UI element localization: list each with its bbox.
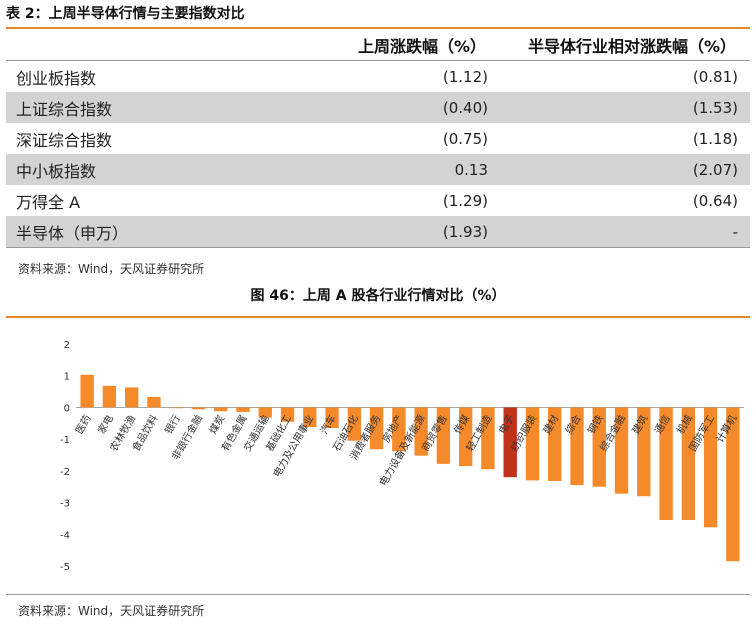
chart-source-note: 资料来源：Wind，天风证券研究所 xyxy=(18,604,205,618)
category-label: 煤炭 xyxy=(206,412,227,436)
bar xyxy=(169,407,183,409)
row-relative: (1.18) xyxy=(692,129,738,148)
bar xyxy=(614,407,629,494)
table-row: 上证综合指数 (0.40) (1.53) xyxy=(6,92,750,123)
row-weekly: (0.40) xyxy=(268,92,500,123)
y-tick-label: 1 xyxy=(64,372,70,383)
bar xyxy=(325,407,339,429)
bar xyxy=(525,407,540,481)
row-name: 半导体（申万） xyxy=(6,216,268,248)
chart-title: 图 46：上周 A 股各行业行情对比（%） xyxy=(250,288,506,304)
category-label: 银行 xyxy=(162,412,183,436)
row-name: 创业板指数 xyxy=(16,68,97,88)
bar xyxy=(258,407,272,418)
row-relative: (0.64) xyxy=(692,191,738,210)
bar xyxy=(214,407,228,412)
category-label: 医药 xyxy=(73,413,93,436)
row-weekly: (0.75) xyxy=(442,129,488,148)
row-weekly: (1.93) xyxy=(268,216,500,248)
row-weekly: 0.13 xyxy=(268,154,500,185)
table-title: 表 2：上周半导体行情与主要指数对比 xyxy=(6,6,245,22)
bar xyxy=(481,407,495,470)
bar xyxy=(637,407,651,497)
bar xyxy=(369,407,384,450)
bar xyxy=(236,407,250,412)
table-row: 中小板指数 0.13 (2.07) xyxy=(6,154,750,185)
header-name xyxy=(6,30,268,61)
bar xyxy=(147,396,161,408)
bar xyxy=(347,407,362,441)
index-comparison-table: 上周涨跌幅（%） 半导体行业相对涨跌幅（%） 创业板指数 (1.12) (0.8… xyxy=(6,30,750,248)
y-tick-label: -2 xyxy=(60,467,70,478)
chart-frame: 2 1 0 -1 -2 -3 -4 -5 医药 家电 农林牧渔 食品饮料 银行 非银行金融 煤炭 有色金属 交通… xyxy=(6,316,750,595)
bar xyxy=(570,407,584,486)
bar xyxy=(681,407,696,521)
bar xyxy=(102,385,117,408)
y-tick-label: -5 xyxy=(60,562,70,573)
row-relative: (1.53) xyxy=(500,92,750,123)
row-relative: (2.07) xyxy=(500,154,750,185)
bar xyxy=(80,374,94,408)
bar xyxy=(458,407,473,467)
table-header-row: 上周涨跌幅（%） 半导体行业相对涨跌幅（%） xyxy=(6,30,750,61)
bar xyxy=(703,407,718,528)
bar xyxy=(414,407,428,456)
row-name: 万得全 A xyxy=(16,192,81,212)
table-source-note: 资料来源：Wind，天风证券研究所 xyxy=(18,262,205,276)
y-tick-label: -4 xyxy=(60,530,70,541)
bar xyxy=(392,407,406,452)
bar xyxy=(303,407,317,428)
category-label: 家电 xyxy=(95,412,116,436)
row-weekly: (1.12) xyxy=(442,67,488,86)
header-weekly: 上周涨跌幅（%） xyxy=(268,30,500,61)
bar xyxy=(726,407,740,562)
row-name: 深证综合指数 xyxy=(16,130,113,150)
y-tick-label: -1 xyxy=(60,435,70,446)
row-name: 上证综合指数 xyxy=(6,92,268,123)
bar xyxy=(659,407,673,521)
bar xyxy=(436,407,451,464)
header-relative: 半导体行业相对涨跌幅（%） xyxy=(500,30,750,61)
y-tick-label: -3 xyxy=(60,499,70,510)
bar xyxy=(592,407,606,487)
bar xyxy=(548,407,562,482)
bar xyxy=(503,407,517,478)
row-weekly: (1.29) xyxy=(442,191,488,210)
y-tick-label: 0 xyxy=(64,403,70,414)
row-relative: - xyxy=(500,216,750,248)
table-row: 深证综合指数 (0.75) (1.18) xyxy=(6,123,750,154)
table-row: 万得全 A (1.29) (0.64) xyxy=(6,185,750,216)
table-row: 创业板指数 (1.12) (0.81) xyxy=(6,61,750,93)
bar xyxy=(280,407,295,422)
bar xyxy=(191,407,206,410)
table-top-rule xyxy=(6,27,750,29)
y-tick-label: 2 xyxy=(64,340,70,351)
table-row: 半导体（申万） (1.93) - xyxy=(6,216,750,248)
bar xyxy=(124,387,139,408)
row-name: 中小板指数 xyxy=(6,154,268,185)
row-relative: (0.81) xyxy=(692,67,738,86)
